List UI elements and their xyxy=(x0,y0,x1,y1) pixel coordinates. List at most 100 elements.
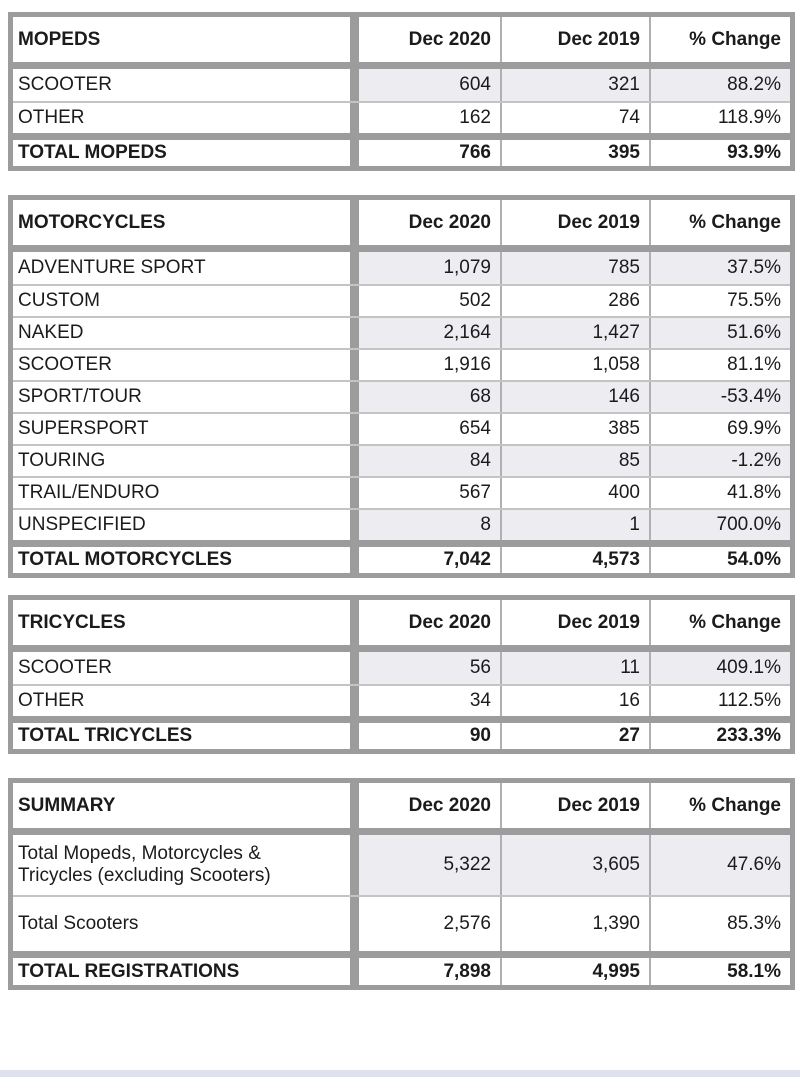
row-value-pct-change: 409.1% xyxy=(651,652,790,684)
row-label: NAKED xyxy=(13,318,359,348)
row-label: TRAIL/ENDURO xyxy=(13,478,359,508)
row-value-dec-2020: 84 xyxy=(359,446,502,476)
row-value-dec-2020: 654 xyxy=(359,414,502,444)
total-value-dec-2020: 7,042 xyxy=(359,547,502,573)
table-header-row: SUMMARY Dec 2020 Dec 2019 % Change xyxy=(13,783,790,835)
row-value-dec-2019: 1,058 xyxy=(502,350,651,380)
table-header-row: MOPEDS Dec 2020 Dec 2019 % Change xyxy=(13,17,790,69)
row-label: Total Mopeds, Motorcycles & Tricycles (e… xyxy=(13,835,359,895)
total-value-pct-change: 54.0% xyxy=(727,549,781,570)
column-header-dec-2019: Dec 2019 xyxy=(502,783,651,828)
row-label: SCOOTER xyxy=(13,69,359,101)
row-label: SUPERSPORT xyxy=(13,414,359,444)
table-title: MOTORCYCLES xyxy=(13,200,359,245)
table-total-row: TOTAL REGISTRATIONS 7,898 4,995 58.1% xyxy=(13,951,790,985)
row-value-dec-2020: 567 xyxy=(359,478,502,508)
row-value-dec-2019: 1 xyxy=(502,510,651,540)
row-value-pct-change: 85.3% xyxy=(727,913,781,934)
row-value-pct-change: 47.6% xyxy=(651,835,790,895)
row-value-pct-change: 700.0% xyxy=(651,510,790,540)
table-row: UNSPECIFIED 8 1 700.0% xyxy=(13,508,790,540)
column-header-dec-2020: Dec 2020 xyxy=(359,600,502,645)
table-total-row: TOTAL MOPEDS 766 395 93.9% xyxy=(13,133,790,166)
row-value-dec-2020: 68 xyxy=(359,382,502,412)
row-value-pct-change: 112.5% xyxy=(717,690,781,711)
row-label: SCOOTER xyxy=(13,652,359,684)
row-value-dec-2019: 146 xyxy=(502,382,651,412)
row-value-dec-2019: 385 xyxy=(502,414,651,444)
row-value-pct-change: 75.5% xyxy=(727,290,781,311)
row-value-dec-2019: 85 xyxy=(502,446,651,476)
row-value-dec-2020: 34 xyxy=(359,686,502,716)
table-row: SPORT/TOUR 68 146 -53.4% xyxy=(13,380,790,412)
table-row: OTHER 34 16 112.5% xyxy=(13,684,790,716)
column-header-dec-2020: Dec 2020 xyxy=(359,17,502,62)
table-row: Total Mopeds, Motorcycles & Tricycles (e… xyxy=(13,835,790,895)
stats-table: TRICYCLES Dec 2020 Dec 2019 % Change SCO… xyxy=(8,595,795,754)
table-header-row: TRICYCLES Dec 2020 Dec 2019 % Change xyxy=(13,600,790,652)
table-row: SCOOTER 56 11 409.1% xyxy=(13,652,790,684)
column-header-pct-change: % Change xyxy=(689,611,781,633)
row-value-dec-2019: 400 xyxy=(502,478,651,508)
row-value-pct-change: -1.2% xyxy=(651,446,790,476)
table-row: NAKED 2,164 1,427 51.6% xyxy=(13,316,790,348)
row-label: SCOOTER xyxy=(13,350,359,380)
row-value-pct-change: 81.1% xyxy=(727,354,781,375)
row-value-dec-2019: 11 xyxy=(502,652,651,684)
row-value-dec-2020: 2,576 xyxy=(359,897,502,951)
column-header-dec-2019: Dec 2019 xyxy=(502,600,651,645)
total-value-dec-2020: 90 xyxy=(359,723,502,749)
total-value-dec-2019: 395 xyxy=(502,140,651,166)
total-value-pct-change: 58.1% xyxy=(727,960,781,982)
total-value-dec-2019: 4,573 xyxy=(502,547,651,573)
row-value-dec-2020: 502 xyxy=(359,286,502,316)
row-value-pct-change: 37.5% xyxy=(651,252,790,284)
table-header-row: MOTORCYCLES Dec 2020 Dec 2019 % Change xyxy=(13,200,790,252)
row-label: Total Scooters xyxy=(13,897,359,951)
row-value-dec-2020: 1,916 xyxy=(359,350,502,380)
row-value-dec-2020: 8 xyxy=(359,510,502,540)
column-header-dec-2020: Dec 2020 xyxy=(359,200,502,245)
row-value-dec-2020: 1,079 xyxy=(359,252,502,284)
table-row: SCOOTER 1,916 1,058 81.1% xyxy=(13,348,790,380)
table-row: TOURING 84 85 -1.2% xyxy=(13,444,790,476)
row-value-dec-2020: 604 xyxy=(359,69,502,101)
row-value-dec-2019: 74 xyxy=(502,103,651,133)
table-title: MOPEDS xyxy=(13,17,359,62)
row-label: ADVENTURE SPORT xyxy=(13,252,359,284)
column-header-dec-2020: Dec 2020 xyxy=(359,783,502,828)
row-label: CUSTOM xyxy=(13,286,359,316)
total-value-dec-2020: 766 xyxy=(359,140,502,166)
table-row: OTHER 162 74 118.9% xyxy=(13,101,790,133)
stats-table: SUMMARY Dec 2020 Dec 2019 % Change Total… xyxy=(8,778,795,990)
stats-table: MOPEDS Dec 2020 Dec 2019 % Change SCOOTE… xyxy=(8,12,795,171)
column-header-pct-change: % Change xyxy=(689,28,781,50)
row-value-dec-2019: 286 xyxy=(502,286,651,316)
row-value-pct-change: 88.2% xyxy=(651,69,790,101)
row-label: UNSPECIFIED xyxy=(13,510,359,540)
row-value-dec-2019: 785 xyxy=(502,252,651,284)
table-row: ADVENTURE SPORT 1,079 785 37.5% xyxy=(13,252,790,284)
row-value-dec-2019: 1,427 xyxy=(502,318,651,348)
row-value-dec-2019: 1,390 xyxy=(502,897,651,951)
row-label: TOURING xyxy=(13,446,359,476)
row-value-dec-2020: 5,322 xyxy=(359,835,502,895)
table-total-row: TOTAL MOTORCYCLES 7,042 4,573 54.0% xyxy=(13,540,790,573)
page-bottom-strip xyxy=(0,1070,800,1077)
column-header-dec-2019: Dec 2019 xyxy=(502,17,651,62)
column-header-dec-2019: Dec 2019 xyxy=(502,200,651,245)
stats-table: MOTORCYCLES Dec 2020 Dec 2019 % Change A… xyxy=(8,195,795,578)
row-value-pct-change: -53.4% xyxy=(651,382,790,412)
table-title: SUMMARY xyxy=(13,783,359,828)
row-label: SPORT/TOUR xyxy=(13,382,359,412)
row-value-pct-change: 69.9% xyxy=(727,418,781,439)
table-row: SCOOTER 604 321 88.2% xyxy=(13,69,790,101)
row-value-pct-change: 51.6% xyxy=(651,318,790,348)
total-value-dec-2020: 7,898 xyxy=(359,958,502,985)
total-value-dec-2019: 4,995 xyxy=(502,958,651,985)
total-value-dec-2019: 27 xyxy=(502,723,651,749)
total-label: TOTAL TRICYCLES xyxy=(13,723,359,749)
row-label: OTHER xyxy=(13,103,359,133)
row-value-pct-change: 118.9% xyxy=(717,107,781,128)
